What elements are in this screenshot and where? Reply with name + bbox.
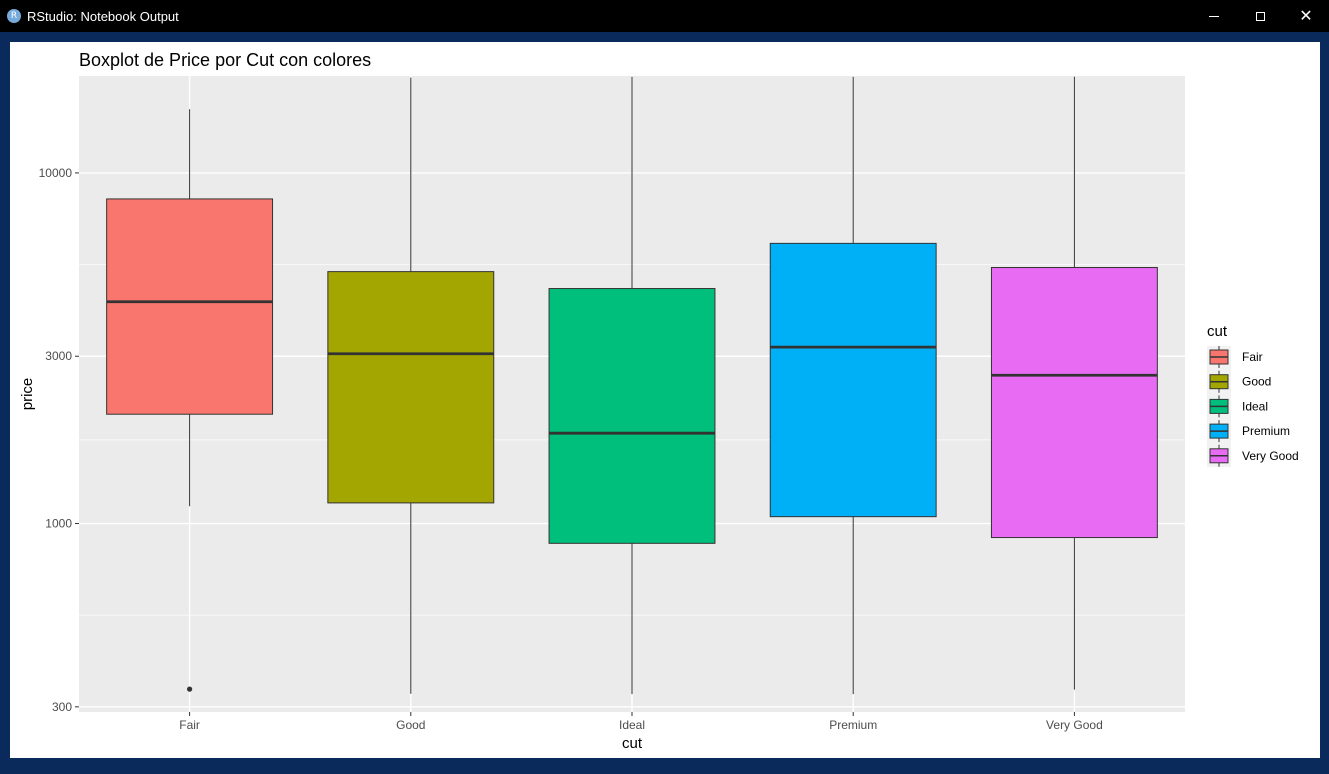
legend-label: Premium <box>1242 424 1290 438</box>
legend-item-premium: Premium <box>1209 420 1290 443</box>
x-tick-label: Fair <box>179 718 200 732</box>
chart-title: Boxplot de Price por Cut con colores <box>79 50 371 70</box>
outlier-point <box>187 686 193 692</box>
x-tick-label: Ideal <box>619 718 645 732</box>
minimize-icon <box>1209 15 1219 17</box>
boxplot-chart: Boxplot de Price por Cut con colores 300… <box>19 50 1299 752</box>
box-fair <box>106 109 274 692</box>
y-tick-label: 10000 <box>39 166 73 180</box>
minimize-button[interactable] <box>1191 0 1237 32</box>
window-title: RStudio: Notebook Output <box>27 8 179 24</box>
window-controls: ✕ <box>1191 0 1329 32</box>
x-axis-label: cut <box>622 735 643 752</box>
box-iqr <box>769 242 937 518</box>
x-tick-label: Good <box>396 718 425 732</box>
box-ideal <box>548 76 716 695</box>
rstudio-logo-icon: R <box>7 9 21 23</box>
app-icon-letter: R <box>10 11 18 21</box>
box-iqr <box>990 267 1158 539</box>
legend-item-very-good: Very Good <box>1209 444 1299 467</box>
legend-title: cut <box>1207 323 1228 340</box>
maximize-button[interactable] <box>1237 0 1283 32</box>
y-tick-label: 3000 <box>45 349 72 363</box>
close-button[interactable]: ✕ <box>1283 0 1329 32</box>
box-good <box>327 77 495 694</box>
legend-item-good: Good <box>1209 370 1271 393</box>
box-premium <box>769 76 937 695</box>
x-tick-label: Premium <box>829 718 877 732</box>
y-axis: 300 1000 3000 10000 <box>39 166 79 714</box>
box-iqr <box>327 271 495 504</box>
legend-label: Fair <box>1242 350 1263 364</box>
y-tick-label: 1000 <box>45 517 72 531</box>
notebook-output: Boxplot de Price por Cut con colores 300… <box>10 42 1320 758</box>
maximize-icon <box>1255 11 1265 21</box>
y-axis-label: price <box>19 378 36 411</box>
y-tick-label: 300 <box>52 700 72 714</box>
legend-item-ideal: Ideal <box>1209 395 1268 418</box>
boxes-layer <box>106 76 1158 695</box>
box-iqr <box>106 198 274 415</box>
box-very-good <box>990 76 1158 690</box>
legend-label: Ideal <box>1242 399 1268 413</box>
legend: cut Fair Good Ideal Premium Very Good <box>1207 323 1299 467</box>
x-tick-label: Very Good <box>1046 718 1103 732</box>
legend-label: Good <box>1242 375 1271 389</box>
x-axis: Fair Good Ideal Premium Very Good <box>179 712 1103 732</box>
title-bar[interactable]: R RStudio: Notebook Output ✕ <box>0 0 1329 32</box>
legend-item-fair: Fair <box>1209 346 1263 368</box>
close-icon: ✕ <box>1299 6 1313 25</box>
box-iqr <box>548 288 716 544</box>
legend-label: Very Good <box>1242 449 1299 463</box>
